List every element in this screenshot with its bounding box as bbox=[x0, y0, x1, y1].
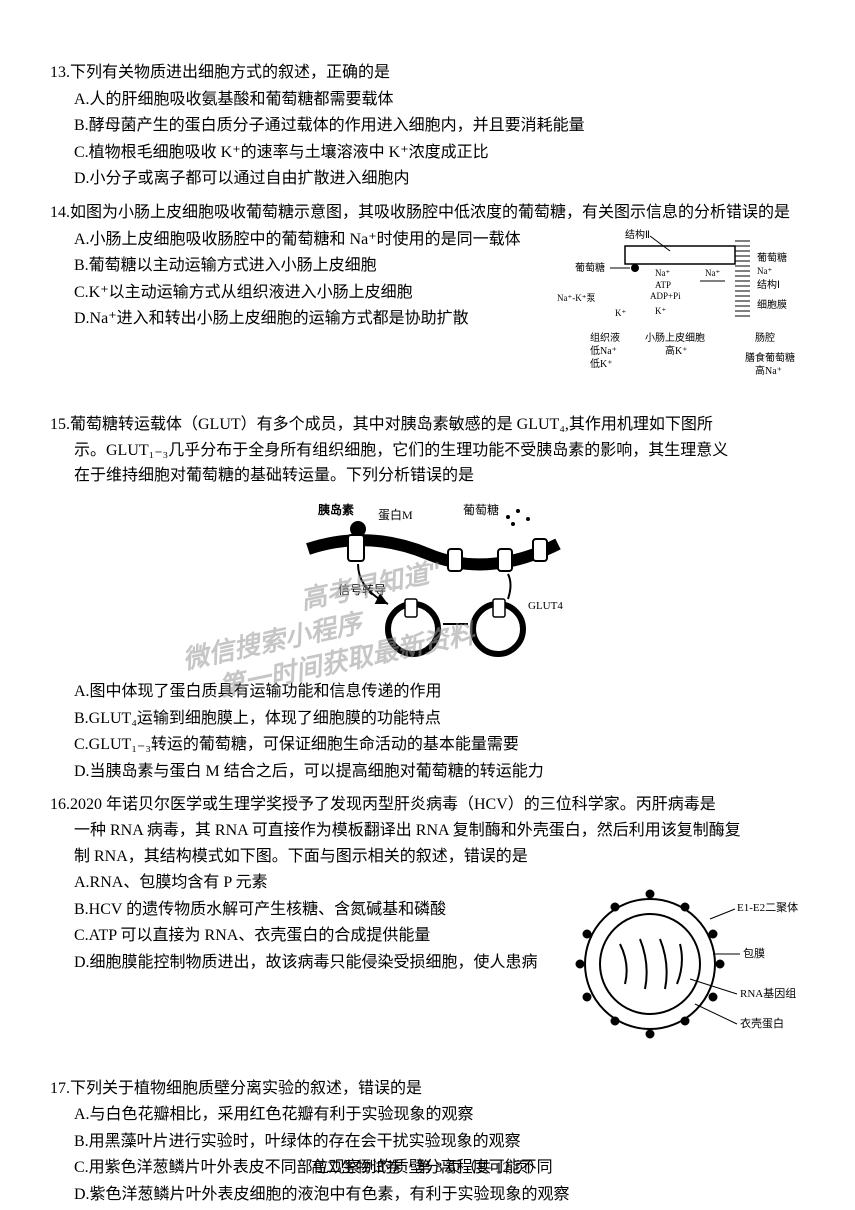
q17-num: 17. bbox=[50, 1080, 70, 1097]
q17-option-a: A.与白色花瓣相比，采用红色花瓣有利于实验现象的观察 bbox=[74, 1102, 805, 1128]
q16-option-d: D.细胞膜能控制物质进出，故该病毒只能侵染受损细胞，使人患病 bbox=[74, 950, 540, 976]
fig-label-diet1: 膳食葡萄糖 bbox=[745, 351, 795, 364]
q16-figure: E1-E2二聚体 包膜 RNA基因组 衣壳蛋白 bbox=[565, 869, 805, 1068]
q16-options: A.RNA、包膜均含有 P 元素 B.HCV 的遗传物质水解可产生核糖、含氮碱基… bbox=[50, 870, 540, 975]
fig-label-atp: ATP bbox=[655, 280, 671, 290]
fig-label-na2: Na⁺ bbox=[705, 268, 720, 278]
q13-option-d: D.小分子或离子都可以通过自由扩散进入细胞内 bbox=[74, 166, 805, 192]
fig-label-membrane: 细胞膜 bbox=[757, 298, 787, 311]
fig-capsid: 衣壳蛋白 bbox=[740, 1016, 784, 1030]
page-footer: 高二生物试卷 第 3 页（共 12 页） bbox=[0, 1156, 855, 1180]
q15-diagram: 胰岛素 蛋白M 葡萄糖 信号转导 GLUT4 bbox=[248, 499, 608, 669]
fig-glucose: 葡萄糖 bbox=[463, 502, 499, 517]
q14-figure: 结构Ⅱ 葡萄糖 Na⁺ ATP ADP+Pi Na⁺-K⁺泵 K⁺ K⁺ Na⁺ bbox=[555, 226, 805, 405]
fig-label-tissue1: 组织液 bbox=[590, 331, 620, 344]
fig-label-tissue2: 低Na⁺ bbox=[590, 344, 617, 357]
q15-stem1: 葡萄糖转运载体（GLUT）有多个成员，其中对胰岛素敏感的是 GLUT₄,其作用机… bbox=[70, 416, 713, 433]
q17-option-b: B.用黑藻叶片进行实验时，叶绿体的存在会干扰实验现象的观察 bbox=[74, 1129, 805, 1155]
fig-label-tissue3: 低K⁺ bbox=[590, 357, 613, 370]
fig-label-epi1: 小肠上皮细胞 bbox=[645, 331, 705, 344]
q13-num: 13. bbox=[50, 64, 70, 81]
fig-label-k1: K⁺ bbox=[615, 308, 626, 318]
fig-label-epi2: 高K⁺ bbox=[665, 344, 688, 357]
question-13: 13.下列有关物质进出细胞方式的叙述，正确的是 A.人的肝细胞吸收氨基酸和葡萄糖… bbox=[50, 60, 805, 192]
q17-option-d: D.紫色洋葱鳞片叶外表皮细胞的液泡中有色素，有利于实验现象的观察 bbox=[74, 1182, 805, 1208]
q15-option-d: D.当胰岛素与蛋白 M 结合之后，可以提高细胞对葡萄糖的转运能力 bbox=[74, 759, 805, 785]
fig-label-struct2: 结构Ⅱ bbox=[625, 228, 650, 241]
q15-option-c: C.GLUT₁₋₃转运的葡萄糖，可保证细胞生命活动的基本能量需要 bbox=[74, 732, 805, 758]
q13-stem: 下列有关物质进出细胞方式的叙述，正确的是 bbox=[70, 64, 390, 81]
q15-stem: 15.葡萄糖转运载体（GLUT）有多个成员，其中对胰岛素敏感的是 GLUT₄,其… bbox=[50, 412, 805, 438]
fig-glut4: GLUT4 bbox=[528, 600, 563, 612]
q13-option-b: B.酵母菌产生的蛋白质分子通过载体的作用进入细胞内，并且要消耗能量 bbox=[74, 113, 805, 139]
fig-label-adppi: ADP+Pi bbox=[650, 291, 681, 301]
fig-label-nakpump: Na⁺-K⁺泵 bbox=[557, 293, 596, 303]
fig-proteinm: 蛋白M bbox=[378, 507, 413, 522]
q15-stem2: 示。GLUT₁₋₃几乎分布于全身所有组织细胞，它们的生理功能不受胰岛素的影响，其… bbox=[50, 438, 805, 464]
fig-signal: 信号转导 bbox=[338, 582, 386, 597]
q14-diagram: 结构Ⅱ 葡萄糖 Na⁺ ATP ADP+Pi Na⁺-K⁺泵 K⁺ K⁺ Na⁺ bbox=[555, 226, 805, 396]
fig-label-struct1: 结构Ⅰ bbox=[757, 278, 780, 291]
fig-label-na3: Na⁺ bbox=[757, 266, 772, 276]
q13-options: A.人的肝细胞吸收氨基酸和葡萄糖都需要载体 B.酵母菌产生的蛋白质分子通过载体的… bbox=[50, 87, 805, 192]
q14-stem-line: 14.如图为小肠上皮细胞吸收葡萄糖示意图，其吸收肠腔中低浓度的葡萄糖，有关图示信… bbox=[50, 200, 805, 226]
q15-num: 15. bbox=[50, 416, 70, 433]
fig-label-na1: Na⁺ bbox=[655, 268, 670, 278]
q17-options: A.与白色花瓣相比，采用红色花瓣有利于实验现象的观察 B.用黑藻叶片进行实验时，… bbox=[50, 1102, 805, 1207]
q17-stem: 下列关于植物细胞质壁分离实验的叙述，错误的是 bbox=[70, 1080, 422, 1097]
fig-e1e2: E1-E2二聚体 bbox=[737, 900, 798, 914]
q16-option-b: B.HCV 的遗传物质水解可产生核糖、含氮碱基和磷酸 bbox=[74, 897, 540, 923]
q15-options: A.图中体现了蛋白质具有运输功能和信息传递的作用 B.GLUT₄运输到细胞膜上，… bbox=[50, 679, 805, 784]
fig-insulin: 胰岛素 bbox=[318, 502, 354, 517]
q15-option-b: B.GLUT₄运输到细胞膜上，体现了细胞膜的功能特点 bbox=[74, 706, 805, 732]
q16-stem3: 制 RNA，其结构模式如下图。下面与图示相关的叙述，错误的是 bbox=[50, 844, 805, 870]
fig-label-glucose2: 葡萄糖 bbox=[757, 251, 787, 264]
question-15: 15.葡萄糖转运载体（GLUT）有多个成员，其中对胰岛素敏感的是 GLUT₄,其… bbox=[50, 412, 805, 784]
fig-rna: RNA基因组 bbox=[740, 986, 796, 1000]
q13-option-a: A.人的肝细胞吸收氨基酸和葡萄糖都需要载体 bbox=[74, 87, 805, 113]
q13-option-c: C.植物根毛细胞吸收 K⁺的速率与土壤溶液中 K⁺浓度成正比 bbox=[74, 140, 805, 166]
fig-label-glucose: 葡萄糖 bbox=[575, 261, 605, 274]
fig-label-lumen: 肠腔 bbox=[755, 331, 775, 344]
q15-option-a: A.图中体现了蛋白质具有运输功能和信息传递的作用 bbox=[74, 679, 805, 705]
fig-envelope: 包膜 bbox=[743, 947, 765, 960]
q14-stem: 如图为小肠上皮细胞吸收葡萄糖示意图，其吸收肠腔中低浓度的葡萄糖，有关图示信息的分… bbox=[70, 204, 790, 221]
fig-label-k2: K⁺ bbox=[655, 306, 666, 316]
q16-diagram: E1-E2二聚体 包膜 RNA基因组 衣壳蛋白 bbox=[565, 869, 805, 1059]
q16-stem2: 一种 RNA 病毒，其 RNA 可直接作为模板翻译出 RNA 复制酶和外壳蛋白，… bbox=[50, 818, 805, 844]
q16-stem1: 2020 年诺贝尔医学或生理学奖授予了发现丙型肝炎病毒（HCV）的三位科学家。丙… bbox=[70, 796, 716, 813]
question-14: 14.如图为小肠上皮细胞吸收葡萄糖示意图，其吸收肠腔中低浓度的葡萄糖，有关图示信… bbox=[50, 200, 805, 404]
q16-option-a: A.RNA、包膜均含有 P 元素 bbox=[74, 870, 540, 896]
question-16: 16.2020 年诺贝尔医学或生理学奖授予了发现丙型肝炎病毒（HCV）的三位科学… bbox=[50, 792, 805, 1067]
q16-option-c: C.ATP 可以直接为 RNA、衣壳蛋白的合成提供能量 bbox=[74, 923, 540, 949]
fig-label-diet2: 高Na⁺ bbox=[755, 364, 782, 377]
q14-option-a: A.小肠上皮细胞吸收肠腔中的葡萄糖和 Na⁺时使用的是同一载体 bbox=[74, 227, 544, 253]
q16-num: 16. bbox=[50, 796, 70, 813]
q14-num: 14. bbox=[50, 204, 70, 221]
q16-stem: 16.2020 年诺贝尔医学或生理学奖授予了发现丙型肝炎病毒（HCV）的三位科学… bbox=[50, 792, 805, 818]
q15-stem3: 在于维持细胞对葡萄糖的基础转运量。下列分析错误的是 bbox=[50, 463, 805, 489]
question-17: 17.下列关于植物细胞质壁分离实验的叙述，错误的是 A.与白色花瓣相比，采用红色… bbox=[50, 1076, 805, 1208]
